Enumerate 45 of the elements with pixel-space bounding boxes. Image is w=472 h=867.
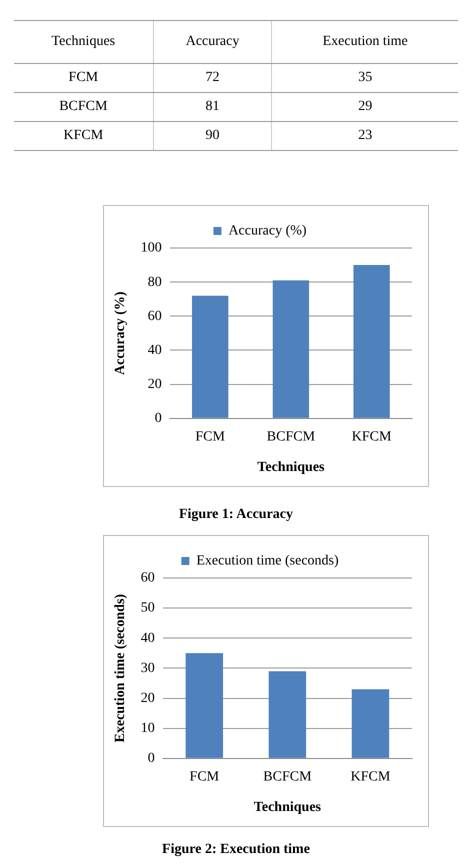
y-tick-label: 40: [148, 342, 162, 358]
y-tick-label: 0: [148, 751, 155, 766]
x-tick-label: FCM: [195, 429, 226, 444]
text: 72: [153, 64, 272, 92]
x-tick-label: KFCM: [350, 769, 391, 784]
text: Execution time: [272, 20, 458, 64]
text: 35: [272, 64, 458, 92]
x-tick-label: KFCM: [352, 429, 392, 444]
text: 90: [153, 122, 272, 150]
y-tick-label: 40: [140, 630, 155, 646]
y-tick-label: 10: [140, 721, 155, 736]
text: 29: [272, 92, 458, 122]
x-tick-label: BCFCM: [263, 769, 312, 784]
y-tick-label: 80: [148, 274, 162, 290]
text: 23: [272, 122, 458, 150]
bar: [186, 653, 224, 758]
y-tick-label: 20: [140, 690, 155, 706]
legend-label: Accuracy (%): [228, 224, 307, 239]
bar: [192, 296, 228, 418]
text: KFCM: [14, 122, 154, 150]
caption: Figure 1: Accuracy: [178, 507, 294, 523]
text: Accuracy: [153, 20, 272, 64]
bar: [272, 280, 310, 418]
x-axis-title: Techniques: [254, 800, 322, 816]
y-tick-label: 30: [140, 660, 155, 676]
y-tick-label: 100: [140, 240, 162, 256]
y-tick-label: 60: [140, 570, 155, 586]
x-tick-label: BCFCM: [266, 429, 316, 444]
x-tick-label: FCM: [190, 769, 220, 784]
y-tick-label: 60: [148, 308, 162, 324]
y-tick-label: 50: [140, 600, 155, 616]
text: Techniques: [14, 20, 154, 64]
bar: [353, 265, 390, 418]
y-axis-title: Accuracy (%): [113, 291, 128, 375]
text: FCM: [14, 64, 154, 92]
y-axis-title: Execution time (seconds): [113, 594, 128, 742]
text: BCFCM: [14, 92, 154, 122]
text: 81: [153, 92, 272, 122]
bar: [268, 671, 306, 758]
legend-label: Execution time (seconds): [196, 554, 339, 569]
x-axis-title: Techniques: [257, 460, 326, 476]
caption: Figure 2: Execution time: [161, 842, 311, 858]
y-tick-label: 0: [154, 411, 162, 426]
y-tick-label: 20: [148, 376, 162, 392]
bar: [352, 689, 390, 758]
